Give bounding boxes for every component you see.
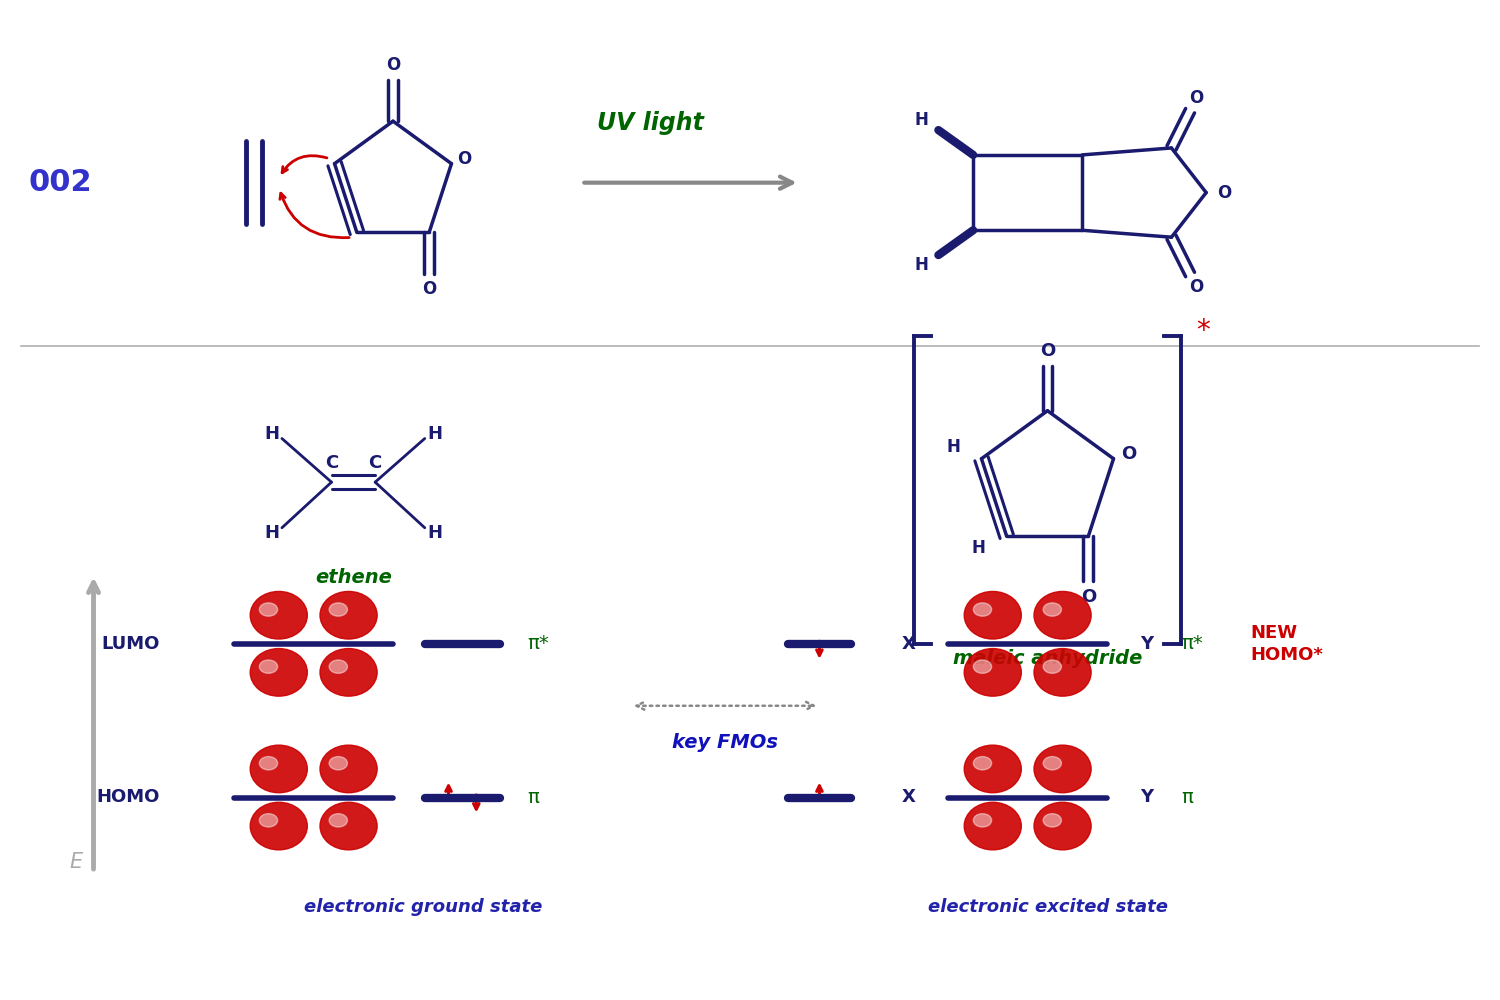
Text: O: O xyxy=(1120,445,1136,463)
Text: O: O xyxy=(1190,278,1203,296)
Ellipse shape xyxy=(1034,745,1090,793)
Ellipse shape xyxy=(251,649,308,696)
Ellipse shape xyxy=(974,603,992,616)
Text: O: O xyxy=(1190,89,1203,107)
Ellipse shape xyxy=(251,745,308,793)
Text: X: X xyxy=(902,788,915,806)
Text: HOMO: HOMO xyxy=(96,788,160,806)
Text: O: O xyxy=(1080,588,1096,606)
Text: NEW
HOMO*: NEW HOMO* xyxy=(1251,624,1323,664)
Text: H: H xyxy=(915,111,928,129)
Text: electronic ground state: electronic ground state xyxy=(303,898,542,916)
Text: maleic anhydride: maleic anhydride xyxy=(952,649,1142,668)
Ellipse shape xyxy=(1042,660,1062,673)
Text: C: C xyxy=(369,454,382,472)
Text: key FMOs: key FMOs xyxy=(672,733,778,752)
Ellipse shape xyxy=(251,802,308,850)
Text: 002: 002 xyxy=(28,168,93,197)
Ellipse shape xyxy=(260,757,278,770)
Ellipse shape xyxy=(1034,802,1090,850)
Text: UV light: UV light xyxy=(597,111,705,135)
Ellipse shape xyxy=(964,745,1022,793)
Ellipse shape xyxy=(320,591,376,639)
Text: LUMO: LUMO xyxy=(102,635,160,653)
Text: π*: π* xyxy=(526,634,549,653)
Text: H: H xyxy=(427,425,442,443)
Text: Y: Y xyxy=(1140,635,1154,653)
Ellipse shape xyxy=(260,814,278,827)
Ellipse shape xyxy=(320,649,376,696)
Ellipse shape xyxy=(1034,591,1090,639)
Ellipse shape xyxy=(320,745,376,793)
Text: H: H xyxy=(946,438,960,456)
Text: O: O xyxy=(422,280,436,298)
Text: ethene: ethene xyxy=(315,568,392,587)
Ellipse shape xyxy=(1034,649,1090,696)
Ellipse shape xyxy=(964,802,1022,850)
Text: π*: π* xyxy=(1182,634,1203,653)
Ellipse shape xyxy=(1042,814,1062,827)
Text: Y: Y xyxy=(1140,788,1154,806)
Text: E: E xyxy=(69,852,82,872)
Ellipse shape xyxy=(1042,757,1062,770)
Text: π: π xyxy=(526,788,538,807)
Ellipse shape xyxy=(1042,603,1062,616)
Ellipse shape xyxy=(328,660,348,673)
Ellipse shape xyxy=(974,660,992,673)
Text: H: H xyxy=(972,539,986,557)
Text: H: H xyxy=(427,524,442,542)
Ellipse shape xyxy=(328,757,348,770)
Text: *: * xyxy=(1197,317,1210,345)
Ellipse shape xyxy=(328,814,348,827)
Text: H: H xyxy=(915,256,928,274)
Text: H: H xyxy=(264,524,279,542)
Text: H: H xyxy=(264,425,279,443)
Text: O: O xyxy=(458,150,471,168)
Ellipse shape xyxy=(320,802,376,850)
Text: O: O xyxy=(1216,184,1231,202)
Text: X: X xyxy=(902,635,915,653)
Text: O: O xyxy=(1040,342,1054,360)
Text: C: C xyxy=(326,454,338,472)
Ellipse shape xyxy=(974,814,992,827)
Ellipse shape xyxy=(260,660,278,673)
Ellipse shape xyxy=(964,649,1022,696)
Ellipse shape xyxy=(328,603,348,616)
Text: π: π xyxy=(1182,788,1194,807)
Text: O: O xyxy=(386,56,400,74)
Text: electronic excited state: electronic excited state xyxy=(927,898,1167,916)
Ellipse shape xyxy=(260,603,278,616)
Ellipse shape xyxy=(251,591,308,639)
Ellipse shape xyxy=(964,591,1022,639)
Ellipse shape xyxy=(974,757,992,770)
